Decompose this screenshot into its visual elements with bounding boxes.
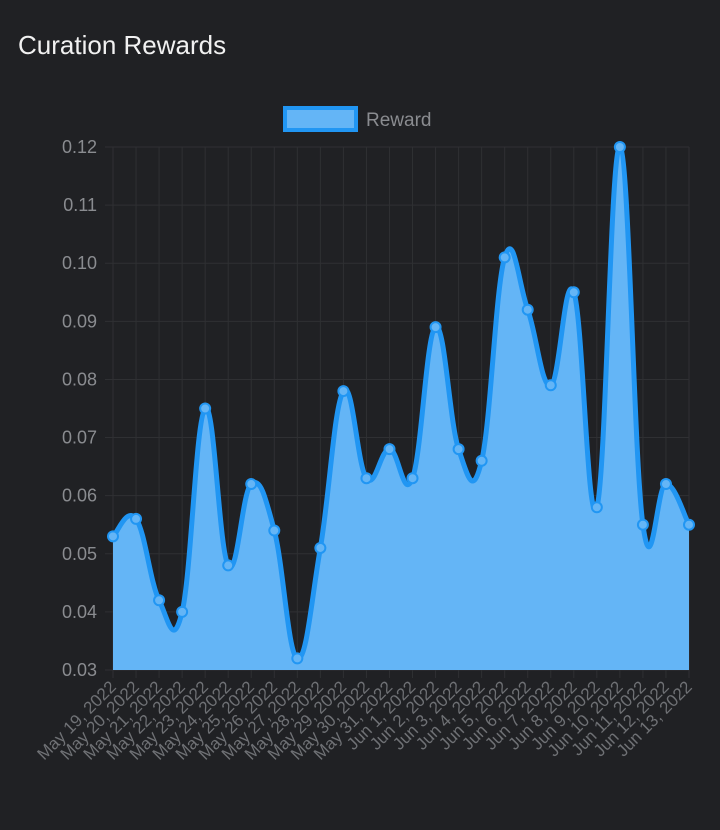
y-tick-label: 0.05	[62, 544, 97, 564]
data-point	[452, 443, 465, 456]
y-tick-label: 0.07	[62, 428, 97, 448]
data-point	[245, 478, 258, 491]
data-point	[153, 594, 166, 607]
data-point	[107, 530, 119, 543]
data-point	[383, 443, 396, 456]
legend-label: Reward	[366, 110, 431, 131]
data-point	[291, 652, 304, 665]
data-point	[544, 379, 557, 392]
y-tick-label: 0.10	[62, 253, 97, 273]
data-point	[590, 501, 603, 514]
area-fill	[113, 146, 689, 671]
data-point	[521, 303, 534, 316]
data-point	[176, 605, 189, 618]
y-tick-label: 0.09	[62, 311, 97, 331]
data-point	[406, 472, 419, 485]
data-point	[659, 478, 672, 491]
data-point	[360, 472, 373, 485]
data-point	[130, 512, 143, 525]
data-point	[475, 454, 488, 467]
y-tick-label: 0.08	[62, 369, 97, 389]
legend-swatch	[283, 106, 358, 132]
y-tick-label: 0.12	[62, 137, 97, 157]
chart-title: Curation Rewards	[18, 30, 227, 60]
data-point	[613, 141, 626, 153]
data-point	[314, 541, 327, 554]
data-point	[683, 518, 695, 531]
y-tick-label: 0.11	[63, 195, 97, 215]
data-point	[337, 385, 350, 398]
data-point	[222, 559, 235, 572]
data-point	[636, 518, 649, 531]
data-point	[429, 321, 442, 334]
data-point	[498, 251, 511, 264]
y-tick-label: 0.06	[62, 486, 97, 506]
series-line-reward	[110, 144, 692, 661]
y-tick-label: 0.04	[62, 602, 97, 622]
data-point	[199, 402, 212, 415]
y-tick-label: 0.03	[62, 660, 97, 680]
data-point	[268, 524, 281, 537]
data-point	[567, 286, 580, 299]
